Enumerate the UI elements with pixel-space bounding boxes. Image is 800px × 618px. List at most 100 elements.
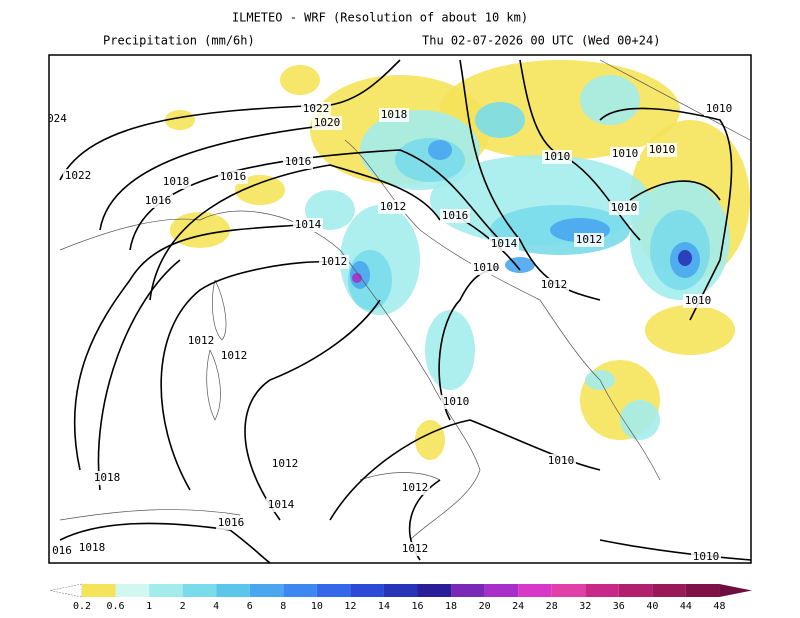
isobar-label-bg (400, 542, 430, 556)
isobar-label: 1018 (163, 175, 190, 188)
isobar-label: 1010 (443, 395, 470, 408)
isobar (99, 124, 331, 231)
coastline (59, 509, 241, 521)
colorbar-label: 8 (280, 601, 286, 612)
isobar-label: 1022 (65, 169, 92, 182)
isobar-label-bg (378, 200, 408, 214)
isobar-label-bg (440, 209, 470, 223)
map-area: 1022102010181016101610181016102202410141… (47, 55, 751, 563)
isobar-label: 024 (47, 112, 67, 125)
isobar (73, 224, 301, 471)
isobar-label-bg (63, 169, 93, 183)
colorbar-box (451, 584, 485, 597)
isobar-label: 1010 (548, 454, 575, 467)
precipitation-area (645, 305, 735, 355)
colorbar-arrow-high (719, 584, 752, 597)
precipitation-area (678, 250, 692, 266)
colorbar-label: 16 (411, 601, 423, 612)
isobar-label: 1018 (79, 541, 106, 554)
isobar-label-bg (610, 147, 640, 161)
isobar-label: 1012 (221, 349, 248, 362)
isobar-label: 1010 (693, 550, 720, 563)
isobar-label-bg (379, 108, 409, 122)
isobar-label-bg (312, 116, 342, 130)
colorbar-label: 10 (311, 601, 323, 612)
isobar (599, 107, 733, 321)
isobar-label-bg (691, 550, 721, 563)
precipitation-area (428, 140, 452, 160)
isobar-label: 1012 (576, 233, 603, 246)
isobar-label-bg (542, 150, 572, 164)
isobar-label: 1014 (268, 498, 295, 511)
coastline (599, 59, 751, 141)
colorbar-label: 2 (180, 601, 186, 612)
colorbar: 0.2 0.6 1 2 4 6 8 10 12 14 16 18 20 24 28 32 36 40 44 48 (49, 583, 752, 612)
colorbar-box (417, 584, 452, 597)
isobar-label-bg (471, 261, 501, 275)
isobar-label: 1018 (381, 108, 408, 121)
isobar-label-bg (683, 294, 713, 308)
colorbar-box (149, 584, 183, 597)
colorbar-box (316, 584, 351, 597)
colorbar-label: 12 (344, 601, 356, 612)
colorbar-label: 48 (713, 601, 725, 612)
valid-time: Thu 02-07-2026 00 UTC (Wed 00+24) (422, 34, 660, 48)
isobar-label-bg (161, 175, 191, 189)
isobar-label-bg (574, 233, 604, 247)
colorbar-label: 0.6 (107, 601, 125, 612)
isobar-label-bg (219, 349, 249, 363)
isobar-label: 1010 (473, 261, 500, 274)
isobar-label-bg (293, 218, 323, 232)
isobar-label-bg (319, 255, 349, 269)
isobar-label-bg (92, 471, 122, 485)
precipitation-area (620, 400, 660, 440)
coastline (359, 472, 441, 481)
colorbar-box (551, 584, 586, 597)
coastline (212, 279, 227, 341)
coastline (59, 210, 481, 541)
isobar-label-bg (539, 278, 569, 292)
colorbar-box (283, 584, 317, 597)
colorbar-box (216, 584, 250, 597)
colorbar-label: 6 (247, 601, 253, 612)
isobar-label: 1010 (685, 294, 712, 307)
isobar (599, 539, 751, 561)
isobar-label-bg (270, 457, 300, 471)
isobar-label: 1018 (94, 471, 121, 484)
colorbar-box (618, 584, 653, 597)
precipitation-area (280, 65, 320, 95)
isobar-label-bg (143, 194, 173, 208)
isobar-label: 1016 (220, 170, 247, 183)
colorbar-label: 18 (445, 601, 457, 612)
colorbar-box (652, 584, 686, 597)
precipitation-area (425, 310, 475, 390)
isobar (629, 180, 721, 201)
colorbar-box (82, 584, 116, 597)
isobar-label-bg (704, 102, 734, 116)
isobar-label-bg (186, 334, 216, 348)
isobar-label: 1014 (491, 237, 518, 250)
colorbar-label: 40 (646, 601, 658, 612)
isobar-label-bg (49, 544, 77, 558)
precipitation-area (352, 273, 362, 283)
isobar (59, 522, 271, 563)
isobar-label: 1012 (272, 457, 299, 470)
colorbar-label: 14 (378, 601, 390, 612)
isobar-label-bg (489, 237, 519, 251)
isobar-label: 1010 (706, 102, 733, 115)
colorbar-box (585, 584, 619, 597)
precipitation-area (475, 102, 525, 138)
colorbar-label: 4 (213, 601, 219, 612)
colorbar-box (115, 584, 150, 597)
isobar-label-bg (266, 498, 296, 512)
isobar-label: 1012 (402, 542, 429, 555)
coastline (206, 349, 221, 421)
isobar-label: 1016 (145, 194, 172, 207)
colorbar-label: 28 (546, 601, 558, 612)
colorbar-box (518, 584, 552, 597)
isobar-label: 1012 (380, 200, 407, 213)
isobar (160, 260, 331, 491)
isobar-label-bg (647, 143, 677, 157)
isobar-label-bg (301, 102, 331, 116)
